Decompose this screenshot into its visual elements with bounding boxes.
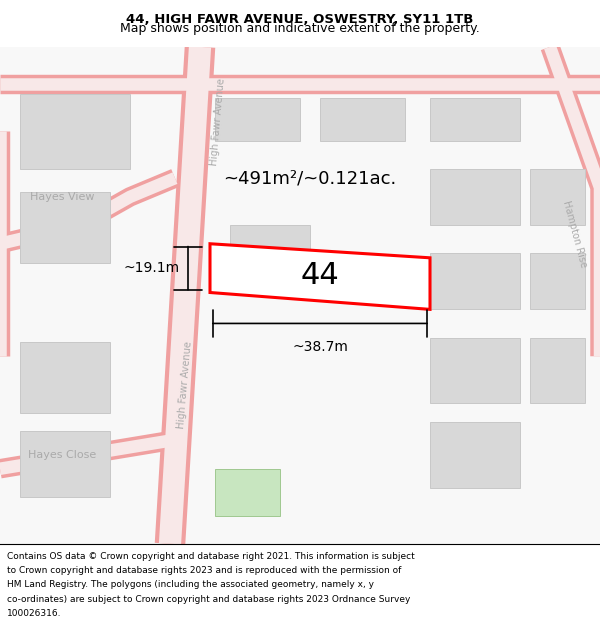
Text: ~491m²/~0.121ac.: ~491m²/~0.121ac. — [223, 169, 397, 187]
Text: Hayes Close: Hayes Close — [28, 450, 96, 460]
Text: 44, HIGH FAWR AVENUE, OSWESTRY, SY11 1TB: 44, HIGH FAWR AVENUE, OSWESTRY, SY11 1TB — [127, 13, 473, 26]
Text: Map shows position and indicative extent of the property.: Map shows position and indicative extent… — [120, 22, 480, 35]
Bar — [530, 169, 585, 225]
Text: to Crown copyright and database rights 2023 and is reproduced with the permissio: to Crown copyright and database rights 2… — [7, 566, 401, 575]
Bar — [20, 192, 110, 262]
Bar — [215, 98, 300, 141]
Bar — [430, 169, 520, 225]
Text: Hampton Rise: Hampton Rise — [561, 200, 589, 269]
Polygon shape — [210, 244, 430, 309]
Bar — [20, 94, 130, 169]
Text: ~38.7m: ~38.7m — [292, 340, 348, 354]
Bar — [430, 338, 520, 403]
Bar — [430, 98, 520, 141]
Text: High Fawr Avenue: High Fawr Avenue — [209, 78, 227, 166]
Bar — [430, 422, 520, 488]
Text: Hayes View: Hayes View — [30, 192, 94, 202]
Text: Contains OS data © Crown copyright and database right 2021. This information is : Contains OS data © Crown copyright and d… — [7, 552, 415, 561]
Text: 44: 44 — [301, 261, 340, 291]
Text: co-ordinates) are subject to Crown copyright and database rights 2023 Ordnance S: co-ordinates) are subject to Crown copyr… — [7, 594, 410, 604]
Text: ~19.1m: ~19.1m — [124, 261, 180, 275]
Bar — [320, 98, 405, 141]
Bar — [530, 338, 585, 403]
Bar — [20, 342, 110, 412]
Text: 100026316.: 100026316. — [7, 609, 62, 618]
Polygon shape — [215, 469, 280, 516]
Text: High Fawr Avenue: High Fawr Avenue — [176, 340, 194, 429]
Bar — [530, 253, 585, 309]
Bar — [20, 431, 110, 497]
Text: HM Land Registry. The polygons (including the associated geometry, namely x, y: HM Land Registry. The polygons (includin… — [7, 580, 374, 589]
Bar — [230, 225, 310, 281]
Bar — [430, 253, 520, 309]
